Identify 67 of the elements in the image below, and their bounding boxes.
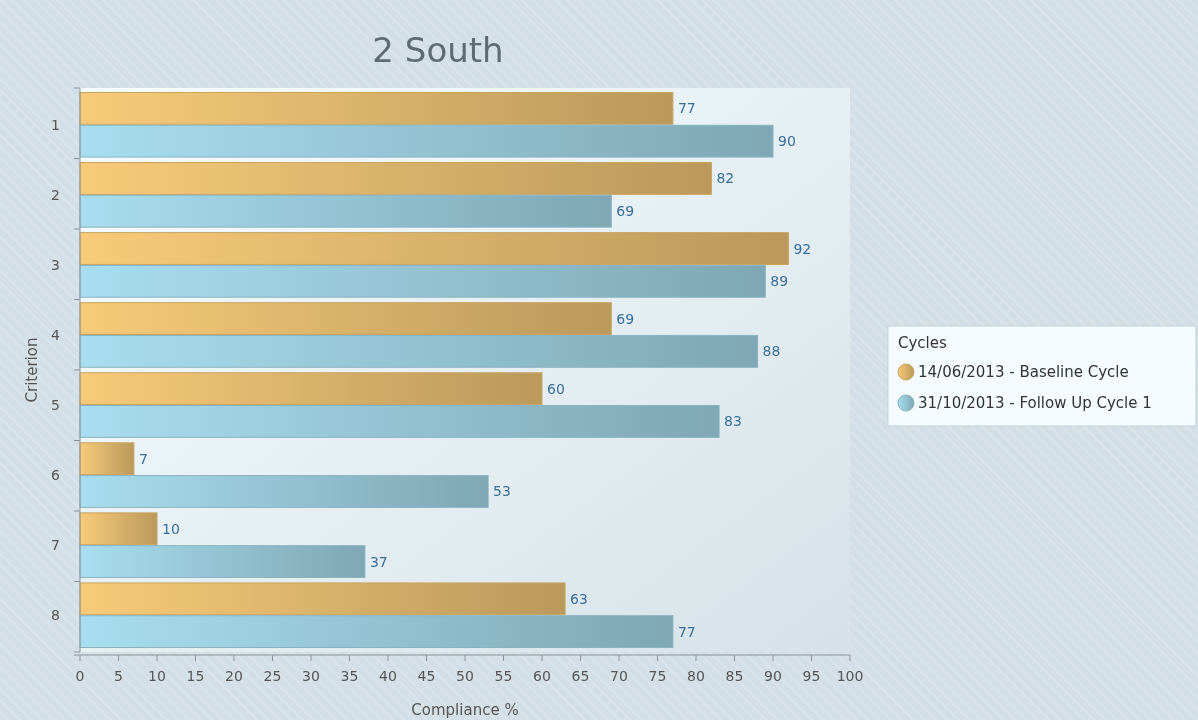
data-label: 69 — [616, 203, 635, 220]
x-tick-label: 80 — [687, 668, 705, 684]
y-tick-label: 3 — [51, 256, 60, 273]
bar — [79, 582, 566, 616]
bar — [79, 194, 612, 228]
data-label: 89 — [770, 273, 789, 290]
data-label: 88 — [762, 343, 781, 360]
x-tick-label: 50 — [456, 668, 474, 684]
x-tick-label: 5 — [114, 668, 123, 684]
bar — [79, 512, 158, 546]
x-tick-label: 30 — [302, 668, 320, 684]
data-label: 7 — [138, 450, 148, 467]
x-axis-title: Compliance % — [411, 701, 519, 719]
chart-title: 2 South — [372, 30, 504, 70]
bar — [79, 475, 489, 508]
data-label: 90 — [778, 133, 796, 150]
data-label: 10 — [162, 520, 180, 537]
x-tick-label: 60 — [533, 668, 551, 684]
bar — [79, 334, 759, 368]
x-tick-label: 100 — [836, 668, 864, 684]
x-tick-label: 85 — [725, 668, 744, 684]
bar — [79, 615, 674, 649]
data-label: 37 — [369, 553, 388, 570]
y-tick-label: 1 — [51, 116, 60, 133]
data-label: 63 — [570, 590, 588, 607]
bar — [79, 405, 720, 438]
data-label: 69 — [616, 310, 635, 327]
x-tick-label: 95 — [802, 668, 821, 684]
bar — [79, 372, 543, 406]
data-label: 77 — [677, 623, 696, 640]
bar — [79, 232, 789, 265]
bar — [79, 442, 135, 476]
legend-title: Cycles — [898, 334, 947, 352]
data-label: 53 — [493, 483, 511, 500]
bar — [79, 545, 366, 578]
y-axis-title: Criterion — [23, 337, 41, 403]
x-tick-label: 20 — [225, 668, 243, 684]
x-tick-label: 15 — [186, 668, 205, 684]
bar — [79, 91, 674, 125]
bar — [79, 302, 612, 335]
x-tick-label: 55 — [494, 668, 513, 684]
x-tick-label: 75 — [648, 668, 667, 684]
x-tick-label: 90 — [764, 668, 782, 684]
y-tick-label: 4 — [51, 326, 61, 343]
x-tick-label: 0 — [75, 668, 85, 684]
x-tick-label: 65 — [571, 668, 590, 684]
x-tick-label: 10 — [148, 668, 166, 684]
x-tick-label: 70 — [610, 668, 628, 684]
data-label: 77 — [677, 100, 696, 117]
y-tick-label: 6 — [51, 467, 61, 484]
data-label: 82 — [716, 170, 735, 187]
x-tick-label: 35 — [340, 668, 359, 684]
legend-label: 31/10/2013 - Follow Up Cycle 1 — [918, 394, 1152, 412]
y-tick-label: 5 — [51, 397, 60, 414]
x-tick-label: 45 — [417, 668, 436, 684]
bar — [79, 162, 712, 195]
bar — [79, 124, 774, 158]
legend-label: 14/06/2013 - Baseline Cycle — [918, 363, 1129, 381]
data-label: 83 — [724, 413, 742, 430]
y-tick-label: 8 — [51, 607, 60, 624]
bar — [79, 264, 766, 298]
y-tick-label: 7 — [51, 537, 60, 554]
x-tick-label: 40 — [379, 668, 397, 684]
data-label: 60 — [547, 380, 565, 397]
y-tick-label: 2 — [51, 186, 60, 203]
x-tick-label: 25 — [263, 668, 282, 684]
data-label: 92 — [793, 240, 812, 257]
